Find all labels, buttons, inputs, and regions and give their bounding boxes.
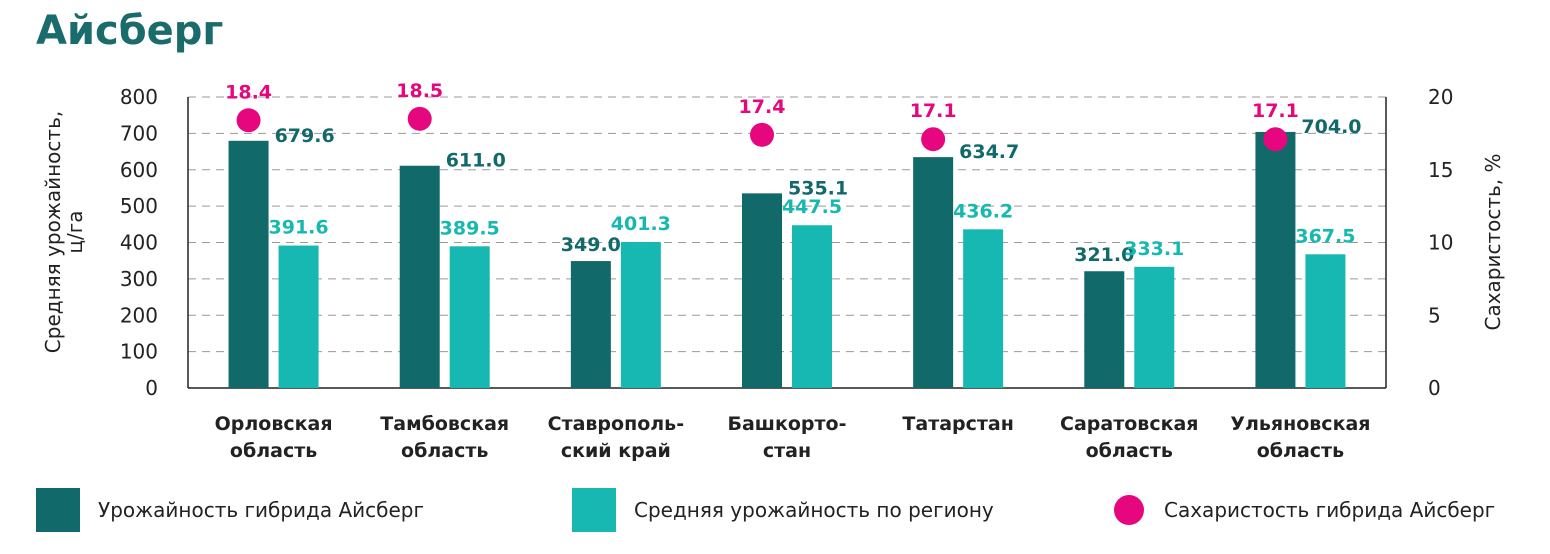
category-label: область [401, 440, 488, 462]
category-label: Саратовская [1060, 413, 1198, 435]
legend-label-sugar: Сахаристость гибрида Айсберг [1164, 498, 1496, 522]
data-label-yield: 611.0 [446, 150, 506, 172]
data-label-yield: 349.0 [561, 234, 621, 256]
legend-item-yield: Урожайность гибрида Айсберг [36, 488, 424, 532]
category-label: ский край [561, 440, 671, 462]
axis-titles: Средняя урожайность,ц/га Сахаристость, % [41, 111, 1505, 353]
data-label-average: 401.3 [611, 213, 671, 235]
data-label-average: 447.5 [782, 196, 842, 218]
gridlines [188, 96, 1386, 353]
category-label: Ульяновская [1230, 413, 1370, 435]
y-tick-label: 700 [120, 121, 158, 145]
data-label-average: 436.2 [953, 200, 1013, 222]
category-label: Ставрополь- [548, 413, 684, 435]
legend-marker-sugar [1114, 495, 1144, 525]
chart-title: Айсберг [36, 8, 224, 54]
y-tick-label: 300 [120, 267, 158, 291]
y2-tick-label: 20 [1428, 85, 1453, 109]
category-labels: Орловская область Тамбовская область Ставроп… [215, 413, 1371, 462]
legend-swatch-average [572, 488, 616, 532]
y2-tick-label: 0 [1428, 376, 1441, 400]
category-label: Тамбовская [380, 413, 509, 435]
bar-yield [228, 140, 269, 388]
data-label-average: 391.6 [269, 217, 329, 239]
data-label-sugar: 17.1 [910, 100, 957, 122]
data-label-average: 333.1 [1124, 238, 1184, 260]
bars [228, 131, 1346, 389]
data-label-average: 367.5 [1295, 225, 1355, 247]
sugar-markers [236, 106, 1288, 152]
data-label-yield: 535.1 [788, 177, 848, 199]
bar-average [278, 245, 319, 388]
left-axis: 0 100 200 300 400 500 600 700 800 [120, 85, 1386, 400]
y-tick-label: 0 [145, 376, 158, 400]
y2-tick-label: 15 [1428, 158, 1453, 182]
sugar-marker [236, 108, 261, 133]
category-label: Татарстан [902, 413, 1013, 435]
bar-average [963, 229, 1004, 388]
bar-average [1134, 266, 1175, 388]
data-label-sugar: 18.5 [396, 80, 443, 102]
y-tick-label: 500 [120, 194, 158, 218]
bar-yield [742, 193, 782, 388]
bar-yield [1084, 271, 1125, 388]
sugar-marker [407, 106, 432, 131]
bar-yield [913, 157, 954, 388]
data-label-yield: 704.0 [1301, 116, 1361, 138]
legend-swatch-yield [36, 488, 80, 532]
y2-tick-label: 5 [1428, 303, 1441, 327]
data-label-average: 389.5 [440, 217, 500, 239]
y-axis-title-line: Средняя урожайность, [41, 111, 65, 353]
bar-average [792, 225, 832, 388]
legend-label-average: Средняя урожайность по региону [634, 498, 994, 522]
y-axis-title: Средняя урожайность,ц/га [41, 111, 87, 353]
y-tick-label: 200 [120, 303, 158, 327]
sugar-marker [750, 122, 774, 147]
bar-average [620, 242, 661, 388]
bar-average [449, 246, 490, 388]
chart-svg: 0 100 200 300 400 500 600 700 800 0 5 10 15 20 679.6… [41, 80, 1505, 462]
category-label: область [230, 440, 317, 462]
bar-yield [1255, 131, 1296, 389]
bar-average [1305, 254, 1346, 388]
y-tick-label: 100 [120, 340, 158, 364]
data-label-yield: 321.0 [1074, 244, 1134, 266]
sugar-marker [921, 127, 946, 152]
category-label: Орловская [215, 413, 333, 435]
data-label-yield: 634.7 [959, 141, 1019, 163]
y2-axis-title: Сахаристость, % [1481, 153, 1505, 330]
y2-tick-label: 10 [1428, 231, 1453, 255]
right-axis: 0 5 10 15 20 [1385, 85, 1453, 400]
data-label-sugar: 17.4 [739, 96, 786, 118]
data-label-sugar: 17.1 [1252, 100, 1299, 122]
category-label: область [1257, 440, 1344, 462]
y-tick-label: 800 [120, 85, 158, 109]
y-tick-label: 600 [120, 158, 158, 182]
y-tick-label: 400 [120, 231, 158, 255]
legend-item-sugar: Сахаристость гибрида Айсберг [1108, 488, 1495, 532]
sugar-marker [1263, 127, 1288, 152]
category-label: область [1086, 440, 1173, 462]
category-label: стан [763, 440, 811, 462]
data-label-yield: 679.6 [275, 125, 335, 147]
data-label-sugar: 18.4 [225, 81, 272, 103]
bar-yield [399, 165, 440, 388]
legend-item-average: Средняя урожайность по региону [572, 488, 994, 532]
legend-label-yield: Урожайность гибрида Айсберг [98, 498, 424, 522]
category-label: Башкорто- [728, 413, 847, 435]
y-axis-title-line: ц/га [63, 210, 87, 253]
bar-yield [570, 261, 611, 388]
